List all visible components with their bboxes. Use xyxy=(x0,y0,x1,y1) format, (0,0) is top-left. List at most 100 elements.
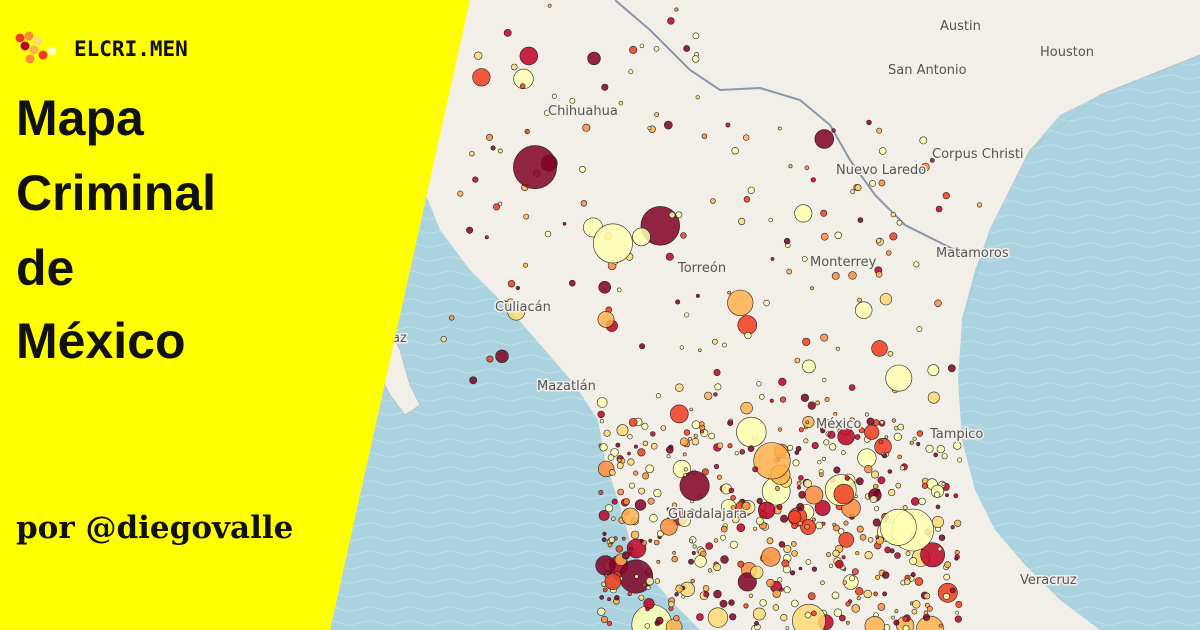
crime-point xyxy=(792,459,800,467)
crime-point xyxy=(490,145,496,151)
city-label: Chihuahua xyxy=(548,104,618,119)
crime-point xyxy=(840,450,846,455)
crime-point xyxy=(642,440,649,446)
crime-point xyxy=(781,559,790,568)
crime-point xyxy=(821,456,827,462)
title-line: de xyxy=(16,240,74,296)
crime-point xyxy=(731,515,740,524)
crime-point xyxy=(889,232,898,241)
crime-point xyxy=(655,393,661,399)
gulf-of-mexico xyxy=(958,55,1200,630)
crime-point xyxy=(707,568,713,573)
crime-point xyxy=(791,550,798,557)
crime-point xyxy=(679,345,684,350)
crime-point xyxy=(873,591,878,597)
crime-point xyxy=(692,544,697,549)
crime-point xyxy=(778,541,786,548)
crime-point xyxy=(916,430,924,437)
crime-point xyxy=(633,444,638,449)
crime-point xyxy=(753,526,758,531)
crime-point xyxy=(893,432,902,442)
crime-point xyxy=(688,558,694,565)
crime-point xyxy=(627,451,631,456)
crime-point xyxy=(484,235,489,240)
crime-point xyxy=(814,129,834,149)
crime-point xyxy=(842,580,848,585)
crime-point xyxy=(608,469,616,476)
crime-point xyxy=(544,230,552,238)
crime-point xyxy=(796,485,802,490)
crime-point xyxy=(648,538,653,543)
crime-point xyxy=(650,442,658,450)
crime-point xyxy=(736,523,746,533)
crime-point xyxy=(909,557,918,566)
crime-point xyxy=(902,504,908,510)
crime-point xyxy=(616,462,624,469)
crime-point xyxy=(705,542,714,550)
crime-point xyxy=(582,123,591,132)
crime-point xyxy=(469,376,478,385)
crime-point xyxy=(844,475,850,481)
crime-point xyxy=(671,555,678,563)
crime-point xyxy=(777,577,783,583)
crime-point xyxy=(858,427,865,434)
crime-point xyxy=(754,621,759,626)
city-label: Corpus Christi xyxy=(932,147,1024,162)
crime-point xyxy=(947,364,956,373)
crime-point xyxy=(693,433,698,438)
crime-point xyxy=(856,525,864,533)
crime-point xyxy=(825,552,831,558)
crime-point xyxy=(913,261,920,268)
crime-point xyxy=(684,312,690,318)
crime-point xyxy=(547,3,552,8)
crime-point xyxy=(750,565,764,579)
crime-point xyxy=(599,443,608,452)
crime-point xyxy=(644,623,650,629)
crime-point xyxy=(747,186,755,194)
crime-point xyxy=(841,555,846,560)
crime-point xyxy=(457,190,464,197)
crime-point xyxy=(601,83,609,91)
crime-point xyxy=(595,555,616,576)
crime-point xyxy=(597,410,605,419)
crime-point xyxy=(728,599,735,606)
crime-point xyxy=(720,525,728,533)
crime-point xyxy=(440,336,447,343)
crime-point xyxy=(611,498,618,505)
city-label: Torreón xyxy=(677,261,726,276)
crime-point xyxy=(797,521,803,526)
crime-point xyxy=(449,315,455,321)
crime-point xyxy=(713,392,718,397)
crime-point xyxy=(829,443,837,451)
crime-point xyxy=(639,43,645,49)
crime-point xyxy=(707,607,729,628)
crime-point xyxy=(727,290,731,295)
crime-point xyxy=(874,506,880,512)
crime-point xyxy=(580,200,587,207)
crime-point xyxy=(811,441,819,449)
crime-point xyxy=(736,416,767,448)
crime-point xyxy=(747,445,755,453)
crime-point xyxy=(674,592,679,597)
crime-point xyxy=(647,126,652,131)
crime-point xyxy=(775,486,780,491)
crime-point xyxy=(696,613,704,621)
crime-point xyxy=(876,127,883,134)
crime-point xyxy=(922,613,931,621)
crime-point xyxy=(758,394,765,400)
crime-point xyxy=(522,262,528,268)
title-line: Criminal xyxy=(16,165,216,221)
logo-icon xyxy=(15,31,57,64)
crime-point xyxy=(485,133,493,141)
crime-point xyxy=(675,211,683,219)
crime-point xyxy=(820,333,829,342)
crime-point xyxy=(869,495,878,504)
crime-point xyxy=(729,613,737,621)
crime-point xyxy=(599,419,604,424)
crime-point xyxy=(486,355,494,363)
city-label: México xyxy=(816,417,861,432)
crime-point xyxy=(905,551,911,556)
crime-point xyxy=(938,623,943,628)
city-label: Culiacán xyxy=(495,300,551,315)
crime-point xyxy=(864,412,869,417)
